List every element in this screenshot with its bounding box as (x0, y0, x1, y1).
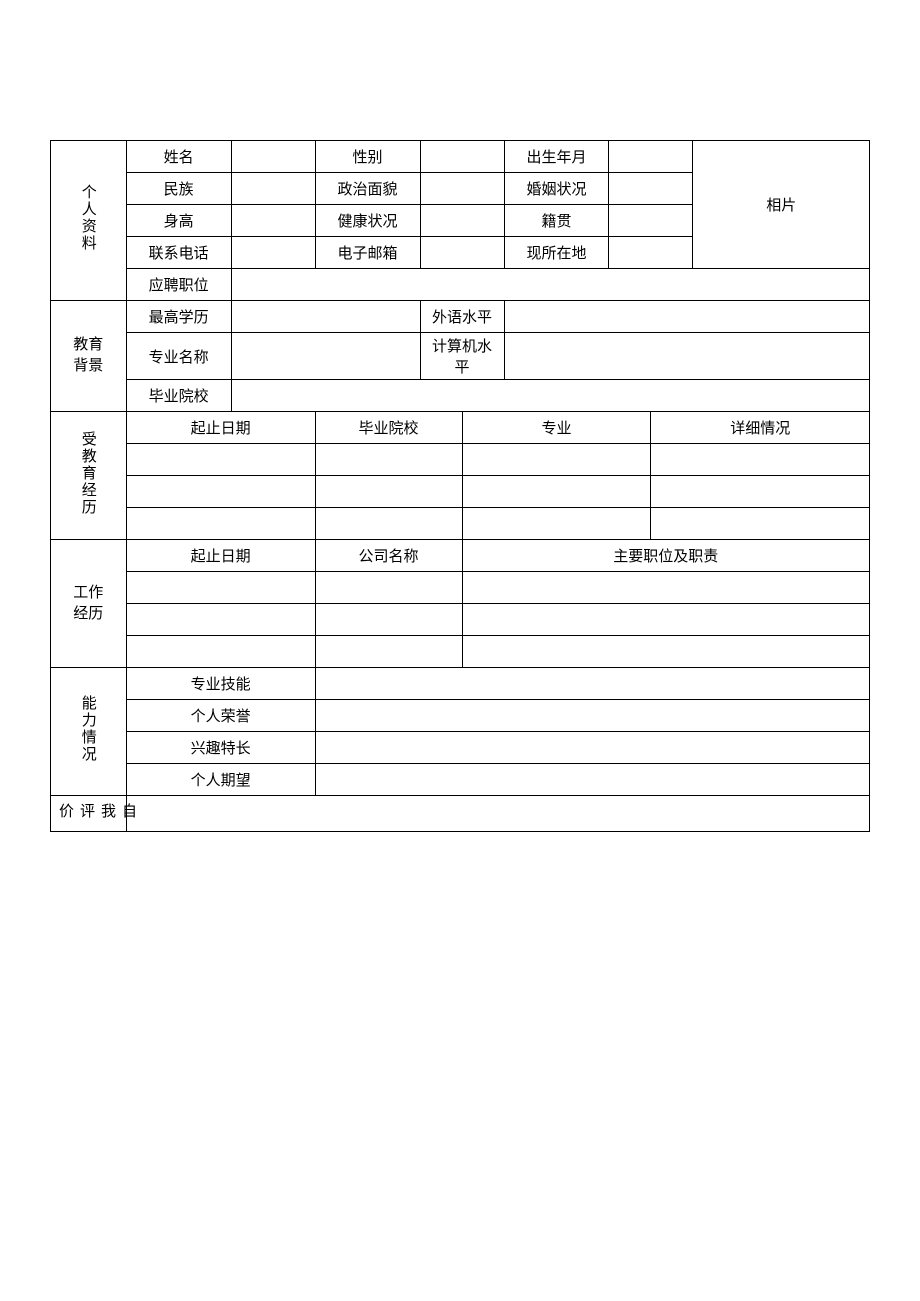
section-personal: 个人资料 (51, 141, 127, 301)
work-exp-row-period[interactable] (126, 636, 315, 668)
politics-value[interactable] (420, 173, 504, 205)
section-edu-exp: 受教育经历 (51, 412, 127, 540)
work-exp-row-role[interactable] (462, 572, 869, 604)
height-value[interactable] (231, 205, 315, 237)
edu-exp-row-major[interactable] (462, 508, 651, 540)
birth-label: 出生年月 (504, 141, 609, 173)
edu-exp-row-school[interactable] (315, 444, 462, 476)
edu-exp-row-detail[interactable] (651, 476, 870, 508)
section-work-exp: 工作经历 (51, 540, 127, 668)
name-value[interactable] (231, 141, 315, 173)
ethnicity-label: 民族 (126, 173, 231, 205)
resume-form-table: 个人资料 姓名 性别 出生年月 相片 民族 政治面貌 婚姻状况 身高 健康状况 … (50, 140, 870, 832)
gender-value[interactable] (420, 141, 504, 173)
politics-label: 政治面貌 (315, 173, 420, 205)
edu-exp-row-major[interactable] (462, 476, 651, 508)
major-name-value[interactable] (231, 333, 420, 380)
highest-edu-label: 最高学历 (126, 301, 231, 333)
self-eval-value[interactable] (126, 796, 869, 832)
phone-value[interactable] (231, 237, 315, 269)
email-value[interactable] (420, 237, 504, 269)
expectation-label: 个人期望 (126, 764, 315, 796)
grad-school-value[interactable] (231, 380, 869, 412)
ethnicity-value[interactable] (231, 173, 315, 205)
section-ability: 能力情况 (51, 668, 127, 796)
email-label: 电子邮箱 (315, 237, 420, 269)
work-exp-header-role: 主要职位及职责 (462, 540, 869, 572)
edu-exp-row-detail[interactable] (651, 508, 870, 540)
edu-exp-row-period[interactable] (126, 476, 315, 508)
gender-label: 性别 (315, 141, 420, 173)
computer-label: 计算机水平 (420, 333, 504, 380)
honors-label: 个人荣誉 (126, 700, 315, 732)
expectation-value[interactable] (315, 764, 869, 796)
phone-label: 联系电话 (126, 237, 231, 269)
edu-exp-row-period[interactable] (126, 508, 315, 540)
section-edu-bg: 教育背景 (51, 301, 127, 412)
honors-value[interactable] (315, 700, 869, 732)
major-name-label: 专业名称 (126, 333, 231, 380)
edu-exp-row-detail[interactable] (651, 444, 870, 476)
work-exp-row-role[interactable] (462, 636, 869, 668)
native-label: 籍贯 (504, 205, 609, 237)
birth-value[interactable] (609, 141, 693, 173)
location-label: 现所在地 (504, 237, 609, 269)
foreign-lang-value[interactable] (504, 301, 870, 333)
skills-label: 专业技能 (126, 668, 315, 700)
name-label: 姓名 (126, 141, 231, 173)
edu-exp-header-period: 起止日期 (126, 412, 315, 444)
marital-label: 婚姻状况 (504, 173, 609, 205)
health-label: 健康状况 (315, 205, 420, 237)
work-exp-row-company[interactable] (315, 636, 462, 668)
edu-exp-header-major: 专业 (462, 412, 651, 444)
interests-label: 兴趣特长 (126, 732, 315, 764)
work-exp-row-period[interactable] (126, 572, 315, 604)
work-exp-row-company[interactable] (315, 572, 462, 604)
work-exp-row-role[interactable] (462, 604, 869, 636)
marital-value[interactable] (609, 173, 693, 205)
section-self-eval: 自我评价 (51, 796, 127, 832)
native-value[interactable] (609, 205, 693, 237)
skills-value[interactable] (315, 668, 869, 700)
edu-exp-row-period[interactable] (126, 444, 315, 476)
location-value[interactable] (609, 237, 693, 269)
grad-school-label: 毕业院校 (126, 380, 231, 412)
position-value[interactable] (231, 269, 869, 301)
highest-edu-value[interactable] (231, 301, 420, 333)
work-exp-header-company: 公司名称 (315, 540, 462, 572)
health-value[interactable] (420, 205, 504, 237)
work-exp-row-period[interactable] (126, 604, 315, 636)
photo-placeholder: 相片 (693, 141, 870, 269)
position-label: 应聘职位 (126, 269, 231, 301)
edu-exp-header-school: 毕业院校 (315, 412, 462, 444)
interests-value[interactable] (315, 732, 869, 764)
edu-exp-header-detail: 详细情况 (651, 412, 870, 444)
foreign-lang-label: 外语水平 (420, 301, 504, 333)
edu-exp-row-school[interactable] (315, 508, 462, 540)
work-exp-header-period: 起止日期 (126, 540, 315, 572)
work-exp-row-company[interactable] (315, 604, 462, 636)
edu-exp-row-major[interactable] (462, 444, 651, 476)
edu-exp-row-school[interactable] (315, 476, 462, 508)
height-label: 身高 (126, 205, 231, 237)
computer-value[interactable] (504, 333, 870, 380)
